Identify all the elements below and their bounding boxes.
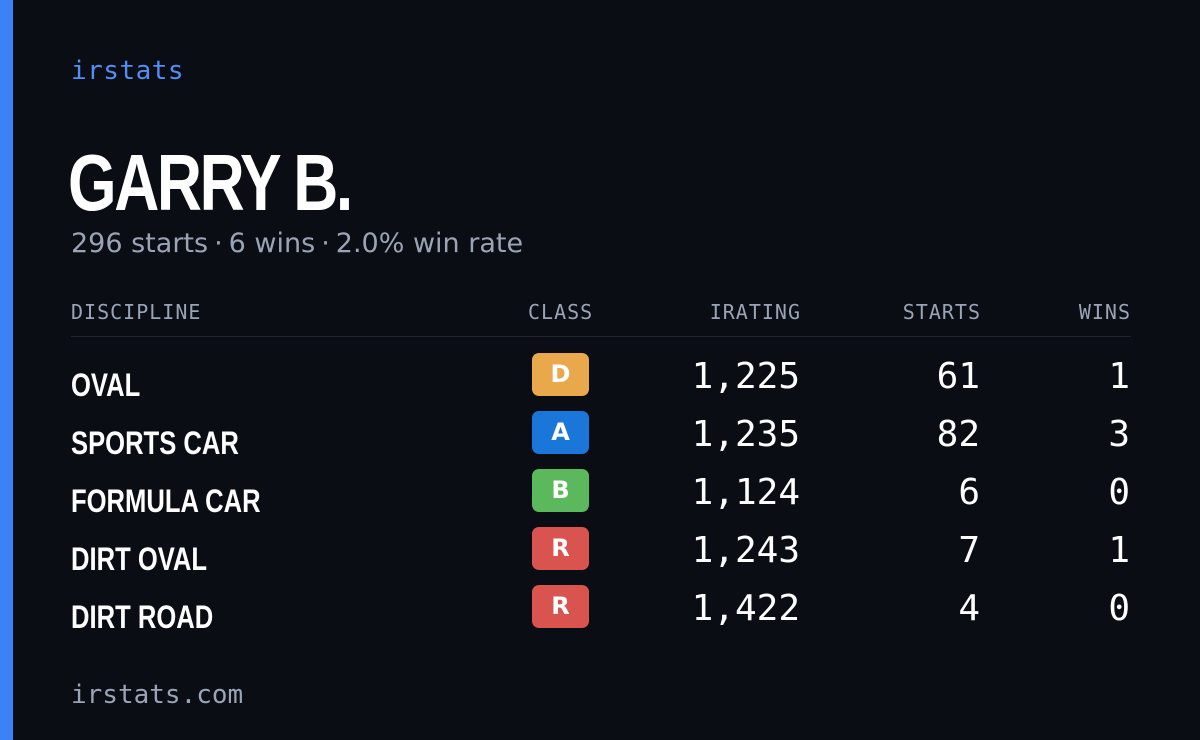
header-discipline: DISCIPLINE bbox=[71, 300, 202, 324]
irating-value: 1,235 bbox=[691, 414, 800, 455]
win-rate: 2.0% win rate bbox=[335, 228, 524, 259]
total-starts: 296 starts bbox=[71, 228, 209, 259]
table-body: OVAL D 1,225 61 1 SPORTS CAR A 1,235 82 … bbox=[71, 353, 1131, 643]
license-class-badge: R bbox=[532, 585, 589, 628]
footer-site-url: irstats.com bbox=[71, 680, 244, 710]
brand-logo-text: irstats bbox=[71, 56, 185, 86]
starts-value: 4 bbox=[958, 588, 980, 629]
license-class-badge: R bbox=[532, 527, 589, 570]
wins-value: 1 bbox=[1108, 530, 1130, 571]
header-class: CLASS bbox=[528, 300, 594, 324]
license-class-badge: B bbox=[532, 469, 589, 512]
wins-value: 3 bbox=[1108, 414, 1130, 455]
total-wins: 6 wins bbox=[228, 228, 316, 259]
header-starts: STARTS bbox=[902, 300, 981, 324]
irating-value: 1,422 bbox=[691, 588, 800, 629]
discipline-name: DIRT OVAL bbox=[71, 541, 208, 577]
table-row: DIRT OVAL R 1,243 7 1 bbox=[71, 527, 1131, 585]
starts-value: 61 bbox=[936, 356, 980, 397]
starts-value: 82 bbox=[936, 414, 980, 455]
license-class-badge: D bbox=[532, 353, 589, 396]
discipline-name: SPORTS CAR bbox=[71, 425, 239, 461]
irating-value: 1,243 bbox=[691, 530, 800, 571]
wins-value: 0 bbox=[1108, 472, 1130, 513]
summary-separator: · bbox=[321, 228, 330, 259]
starts-value: 7 bbox=[958, 530, 980, 571]
driver-summary: 296 starts · 6 wins · 2.0% win rate bbox=[71, 228, 523, 259]
table-row: OVAL D 1,225 61 1 bbox=[71, 353, 1131, 411]
table-row: DIRT ROAD R 1,422 4 0 bbox=[71, 585, 1131, 643]
driver-name: GARRY B. bbox=[68, 138, 353, 227]
summary-separator: · bbox=[214, 228, 223, 259]
wins-value: 1 bbox=[1108, 356, 1130, 397]
irating-value: 1,124 bbox=[691, 472, 800, 513]
license-class-badge: A bbox=[532, 411, 589, 454]
discipline-name: DIRT ROAD bbox=[71, 599, 214, 635]
header-wins: WINS bbox=[1078, 300, 1131, 324]
table-row: SPORTS CAR A 1,235 82 3 bbox=[71, 411, 1131, 469]
accent-bar bbox=[0, 0, 13, 740]
header-irating: IRATING bbox=[709, 300, 801, 324]
discipline-name: FORMULA CAR bbox=[71, 483, 261, 519]
starts-value: 6 bbox=[958, 472, 980, 513]
discipline-name: OVAL bbox=[71, 367, 141, 403]
table-row: FORMULA CAR B 1,124 6 0 bbox=[71, 469, 1131, 527]
irating-value: 1,225 bbox=[691, 356, 800, 397]
discipline-table: DISCIPLINE CLASS IRATING STARTS WINS OVA… bbox=[71, 298, 1131, 643]
table-header: DISCIPLINE CLASS IRATING STARTS WINS bbox=[71, 298, 1131, 337]
wins-value: 0 bbox=[1108, 588, 1130, 629]
